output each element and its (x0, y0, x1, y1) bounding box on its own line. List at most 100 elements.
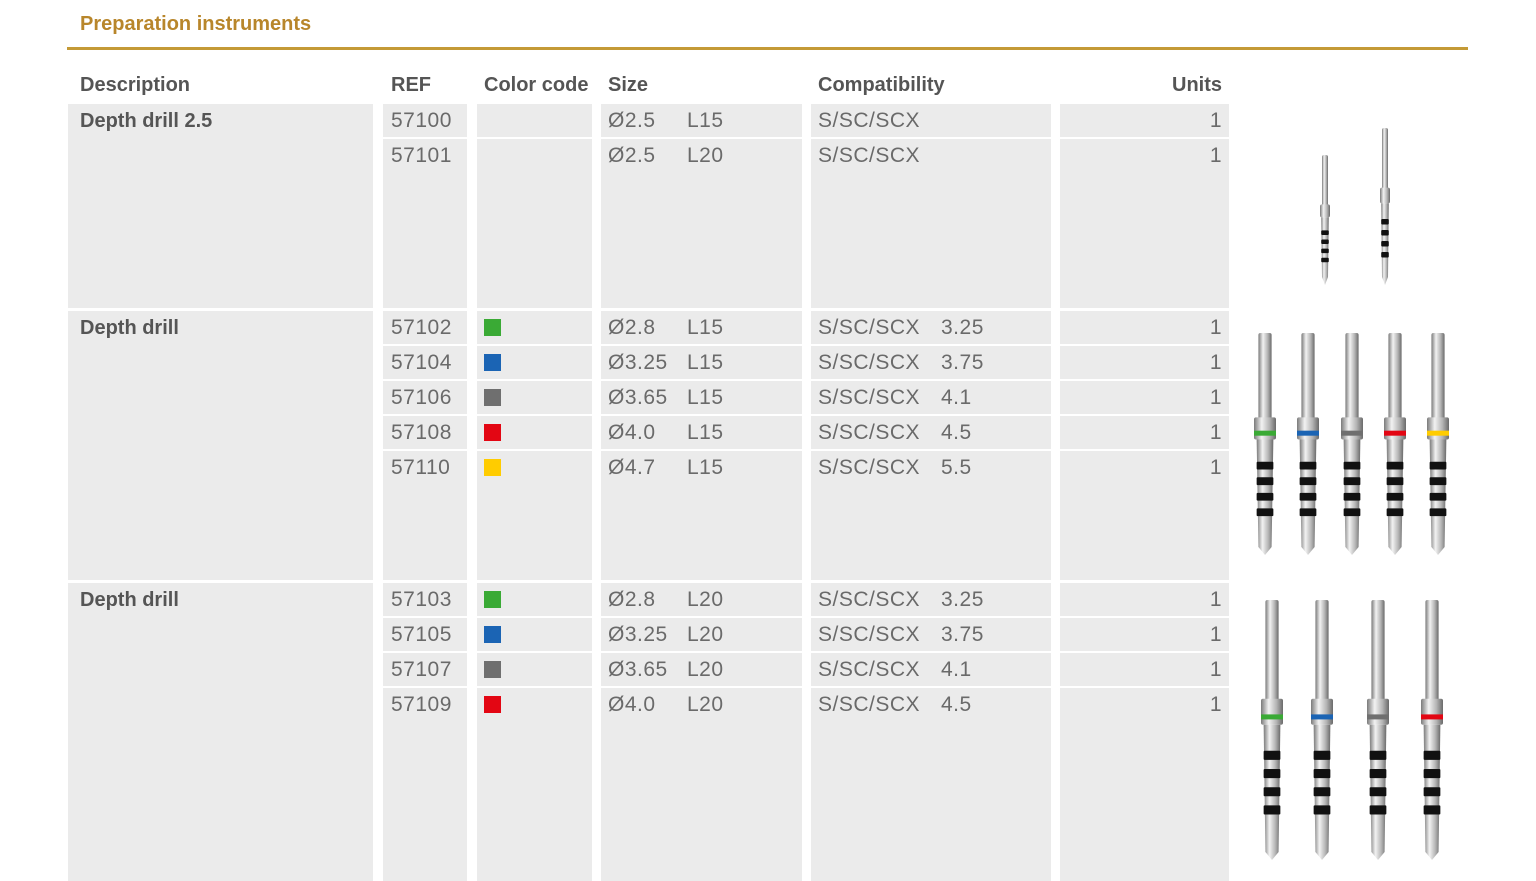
column-header: Color code (484, 74, 589, 96)
platform: 3.25 (941, 316, 984, 339)
drill-shank (1301, 333, 1315, 427)
title-rule (67, 47, 1468, 50)
drill-band (1384, 430, 1406, 436)
platform: 3.75 (941, 351, 984, 374)
depth-mark (1381, 219, 1389, 225)
drill-shank (1371, 600, 1385, 710)
platform: 4.5 (941, 421, 972, 444)
compatibility: S/SC/SCX (818, 456, 921, 479)
ref: 57110 (391, 456, 451, 479)
depth-mark (1343, 477, 1361, 486)
length: L15 (687, 316, 724, 339)
color-swatch (484, 424, 501, 441)
depth-mark (1321, 257, 1329, 263)
drill-collar (1427, 417, 1449, 440)
table-cell (383, 346, 467, 379)
table-cell (811, 139, 1051, 308)
depth-mark (1256, 461, 1274, 470)
diameter: Ø3.25 (608, 351, 668, 374)
ref: 57101 (391, 144, 452, 167)
units: 1 (1209, 588, 1222, 611)
description: Depth drill 2.5 (80, 110, 213, 132)
depth-mark (1381, 252, 1389, 258)
description: Depth drill (80, 589, 179, 611)
drill-collar (1421, 698, 1443, 725)
drill-shank (1425, 600, 1439, 710)
color-swatch (484, 389, 501, 406)
length: L15 (687, 421, 724, 444)
length: L20 (687, 623, 724, 646)
table-cell (811, 583, 1051, 616)
column-header: Units (1172, 74, 1222, 96)
diameter: Ø4.0 (608, 693, 656, 716)
length: L20 (687, 693, 724, 716)
description-cell (68, 311, 373, 580)
depth-mark (1429, 477, 1447, 486)
table-cell (383, 139, 467, 308)
description-cell (68, 583, 373, 881)
table-cell (811, 653, 1051, 686)
depth-mark (1321, 248, 1329, 254)
compatibility: S/SC/SCX (818, 144, 921, 167)
drill-band (1254, 430, 1276, 436)
table-cell (601, 346, 802, 379)
compatibility: S/SC/SCX (818, 421, 921, 444)
depth-mark (1386, 477, 1404, 486)
drill-band (1341, 430, 1363, 436)
depth-mark (1256, 508, 1274, 517)
table-cell (383, 688, 467, 881)
drill-band (1421, 714, 1443, 720)
table-cell (811, 618, 1051, 651)
platform: 4.1 (941, 386, 972, 409)
depth-mark (1381, 230, 1389, 236)
table-cell (1060, 139, 1229, 308)
depth-mark (1429, 508, 1447, 517)
table-cell (383, 416, 467, 449)
table-cell (383, 381, 467, 414)
table-cell (601, 311, 802, 344)
drill-shank (1345, 333, 1359, 427)
compatibility: S/SC/SCX (818, 623, 921, 646)
drill-collar (1367, 698, 1389, 725)
table-cell (601, 104, 802, 137)
table-cell (383, 451, 467, 580)
depth-mark (1263, 769, 1281, 779)
depth-mark (1423, 769, 1441, 779)
table-cell (383, 653, 467, 686)
table-cell (1060, 311, 1229, 344)
depth-mark (1423, 750, 1441, 760)
drill-band (1427, 430, 1449, 436)
table-cell (811, 416, 1051, 449)
drill-collar (1297, 417, 1319, 440)
drill-shank (1382, 128, 1388, 194)
table-cell (1060, 416, 1229, 449)
length: L15 (687, 456, 724, 479)
diameter: Ø4.0 (608, 421, 656, 444)
column-header: REF (391, 74, 431, 96)
drill-collar (1311, 698, 1333, 725)
depth-mark (1343, 508, 1361, 517)
table-cell (1060, 688, 1229, 881)
units: 1 (1209, 109, 1222, 132)
depth-mark (1343, 461, 1361, 470)
diameter: Ø2.5 (608, 109, 656, 132)
table-cell (1060, 618, 1229, 651)
column-header: Description (80, 74, 191, 96)
compatibility: S/SC/SCX (818, 386, 921, 409)
diameter: Ø4.7 (608, 456, 656, 479)
drill-collar (1254, 417, 1276, 440)
compatibility: S/SC/SCX (818, 693, 921, 716)
units: 1 (1209, 351, 1222, 374)
drill-collar (1261, 698, 1283, 725)
depth-mark (1386, 508, 1404, 517)
table-cell (1060, 381, 1229, 414)
ref: 57109 (391, 693, 452, 716)
section-title: Preparation instruments (80, 13, 312, 35)
depth-mark (1256, 492, 1274, 501)
table-cell (601, 416, 802, 449)
depth-mark (1423, 805, 1441, 815)
units: 1 (1209, 658, 1222, 681)
drill-collar (1384, 417, 1406, 440)
